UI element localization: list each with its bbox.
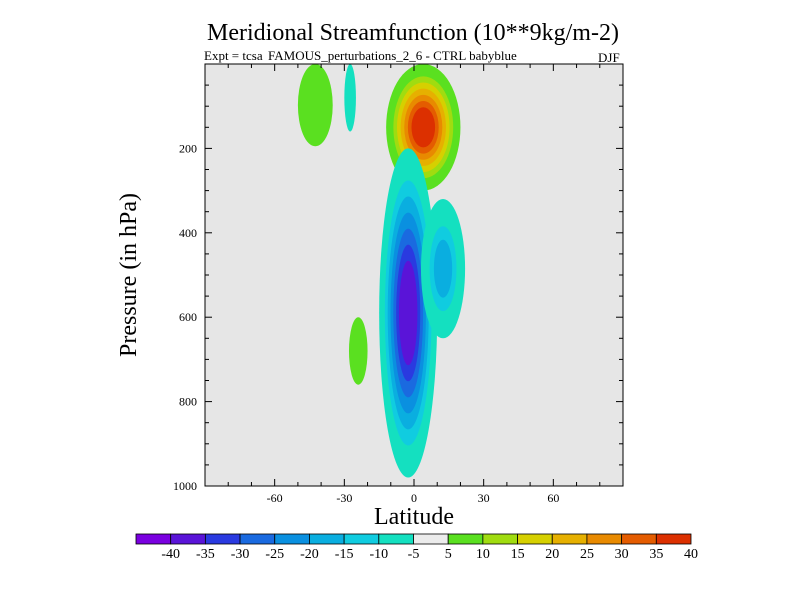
colorbar-label: 30: [615, 547, 629, 562]
y-tick-label: 800: [179, 395, 197, 409]
y-tick-label: 600: [179, 310, 197, 324]
colorbar-label: -25: [265, 547, 284, 562]
colorbar-label: -5: [408, 547, 420, 562]
season-label: DJF: [598, 50, 620, 65]
colorbar-swatch: [655, 533, 692, 545]
contour-band-0-7: [411, 107, 436, 148]
contour-band-5-0: [348, 317, 368, 385]
colorbar-label: 15: [511, 547, 525, 562]
x-tick-label: 30: [478, 491, 490, 505]
colorbar-swatch: [135, 533, 172, 545]
contour-band-3-0: [297, 64, 333, 147]
x-tick-label: -60: [267, 491, 283, 505]
colorbar-label: 25: [580, 547, 594, 562]
expt-label: Expt = tcsa: [204, 48, 263, 63]
colorbar-label: -40: [161, 547, 180, 562]
contour-band-4-0: [344, 64, 356, 132]
colorbar-swatch: [447, 533, 484, 545]
colorbar-labels: -40 -35 -30 -25 -20 -15 -10 -5 5 10 15 20 25 30 35 40: [161, 547, 698, 562]
colorbar-label: -35: [196, 547, 215, 562]
y-tick-label: 1000: [173, 479, 197, 493]
colorbar-swatch: [309, 533, 345, 545]
colorbar: [135, 533, 692, 545]
chart-title: Meridional Streamfunction (10**9kg/m-2): [207, 20, 619, 46]
y-tick-label: 400: [179, 226, 197, 240]
colorbar-label: -15: [335, 547, 354, 562]
colorbar-swatch: [586, 533, 623, 545]
x-tick-label: 60: [547, 491, 559, 505]
colorbar-swatch: [204, 533, 241, 545]
colorbar-swatch: [239, 533, 276, 545]
contour-band-1-7: [398, 260, 418, 366]
colorbar-label: 5: [445, 547, 452, 562]
colorbar-swatch: [517, 533, 553, 545]
y-axis-label: Pressure (in hPa): [116, 193, 142, 357]
contour-band-2-3: [433, 239, 453, 298]
colorbar-label: -30: [231, 547, 250, 562]
colorbar-swatch: [170, 533, 206, 545]
contour-field: [297, 64, 466, 478]
x-tick-label: -30: [336, 491, 352, 505]
colorbar-label: 20: [545, 547, 559, 562]
colorbar-swatch: [482, 533, 518, 545]
colorbar-label: 10: [476, 547, 490, 562]
y-tick-labels: 200 400 600 800 1000: [173, 141, 197, 493]
axis-ticks: [204, 63, 624, 487]
colorbar-swatch: [551, 533, 588, 545]
x-tick-label: 0: [411, 491, 417, 505]
x-tick-labels: -60 -30 0 30 60: [267, 491, 560, 505]
y-tick-label: 200: [179, 141, 197, 155]
colorbar-swatch: [621, 533, 657, 545]
expt-overlay-label: FAMOUS_perturbations_2_6 - CTRL babyblue: [268, 48, 517, 63]
colorbar-label: -10: [369, 547, 388, 562]
colorbar-label: 40: [684, 547, 698, 562]
colorbar-swatch: [274, 533, 310, 545]
colorbar-swatch: [413, 533, 449, 545]
colorbar-swatch: [378, 533, 414, 545]
colorbar-label: 35: [649, 547, 663, 562]
colorbar-swatch: [343, 533, 380, 545]
colorbar-label: -20: [300, 547, 319, 562]
x-axis-label: Latitude: [374, 504, 454, 530]
